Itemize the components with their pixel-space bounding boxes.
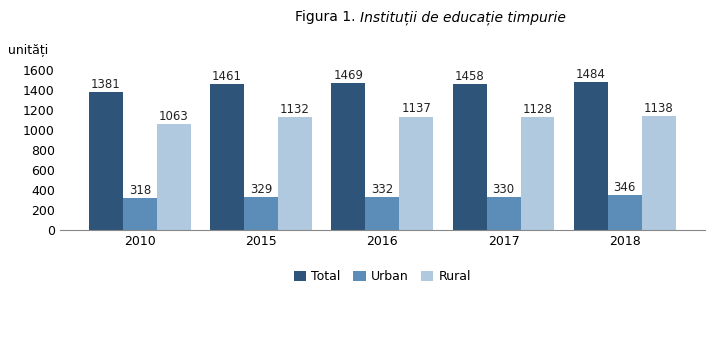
Bar [278,117,312,230]
Text: 1484: 1484 [576,68,606,81]
Text: Instituții de educație timpurie: Instituții de educație timpurie [360,10,566,25]
Bar [210,84,244,230]
Text: 1137: 1137 [401,102,431,115]
Text: 1128: 1128 [523,103,552,116]
Bar [400,117,433,230]
Text: 1469: 1469 [333,69,364,82]
Text: 1063: 1063 [159,110,189,123]
Text: 1138: 1138 [644,102,674,115]
Text: 330: 330 [492,183,515,196]
Text: 318: 318 [129,184,151,197]
Legend: Total, Urban, Rural: Total, Urban, Rural [289,265,476,288]
Bar [244,197,278,230]
Text: unități: unități [8,44,48,57]
Bar [574,82,608,230]
Bar [487,197,521,230]
Bar [89,92,123,230]
Text: 1381: 1381 [91,78,121,91]
Bar [123,198,157,230]
Bar [157,124,191,230]
Bar [608,196,642,230]
Text: 1132: 1132 [280,103,310,116]
Text: 346: 346 [613,181,636,194]
Bar [365,197,400,230]
Bar [331,83,365,230]
Text: 332: 332 [372,183,393,196]
Text: 329: 329 [250,183,272,196]
Text: 1458: 1458 [455,70,485,83]
Bar [453,84,487,230]
Text: Figura 1.: Figura 1. [295,10,360,24]
Text: 1461: 1461 [212,70,242,83]
Bar [521,117,554,230]
Bar [642,116,675,230]
